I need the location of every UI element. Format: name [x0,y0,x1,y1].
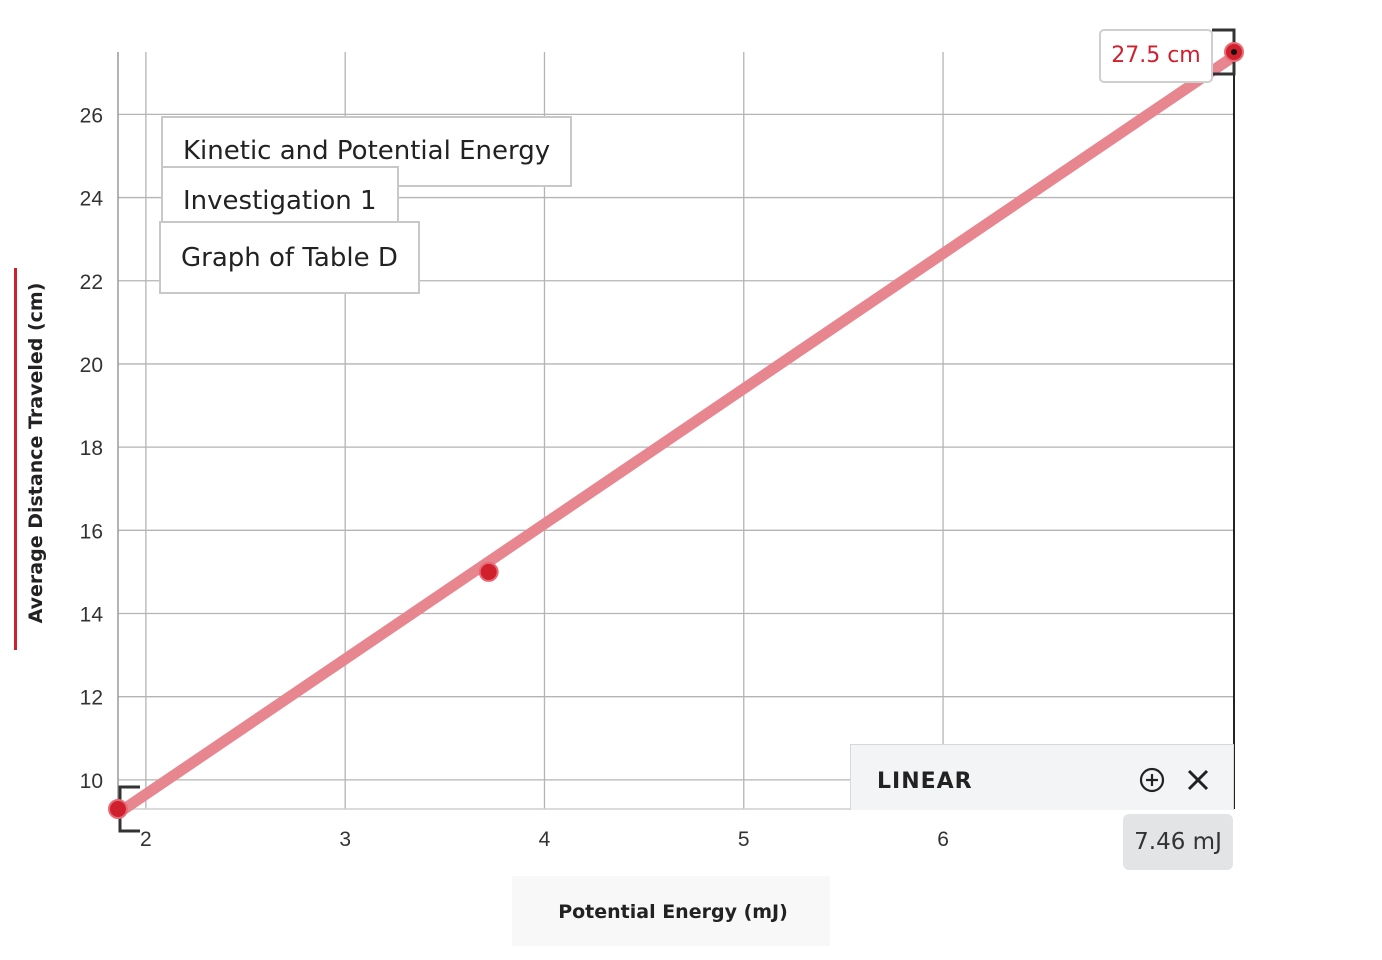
y-tick-label: 16 [80,520,103,543]
x-tick-label: 2 [140,828,152,851]
fit-type-label[interactable]: LINEAR [877,769,973,794]
x-value-readout: 7.46 mJ [1123,814,1233,870]
fit-line-layer [114,51,1238,818]
x-tick-label: 5 [738,828,750,851]
y-tick-label: 12 [80,687,103,710]
y-tick-label: 18 [80,437,103,460]
y-axis-title: Average Distance Traveled (cm) [25,283,47,624]
y-tick-label: 26 [80,104,103,127]
curve-fit-panel: LINEAR [850,744,1234,810]
x-axis-title-bg [512,876,830,946]
data-point [478,561,499,582]
x-axis-title: Potential Energy (mJ) [558,901,788,923]
y-tick-label: 22 [80,271,103,294]
data-point [108,799,128,819]
plus-circle-icon[interactable] [1139,767,1165,793]
data-points [108,42,1244,819]
y-axis-accent-bar [14,268,17,650]
close-icon[interactable] [1185,767,1211,793]
x-tick-label: 3 [339,828,351,851]
x-tick-label: 4 [539,828,551,851]
x-tick-label: 6 [937,828,949,851]
y-tick-label: 20 [80,354,103,377]
tick-labels: 2 3 4 5 6 10 12 14 16 18 20 22 24 26 [80,104,949,851]
linear-fit-line [114,51,1238,818]
y-tick-label: 24 [80,188,104,211]
chart-caption-box[interactable]: Graph of Table D [159,221,420,294]
y-tick-label: 10 [80,770,103,793]
y-value-readout: 27.5 cm [1099,29,1213,83]
data-point-marker-dot [1231,49,1237,55]
y-tick-label: 14 [80,604,104,627]
